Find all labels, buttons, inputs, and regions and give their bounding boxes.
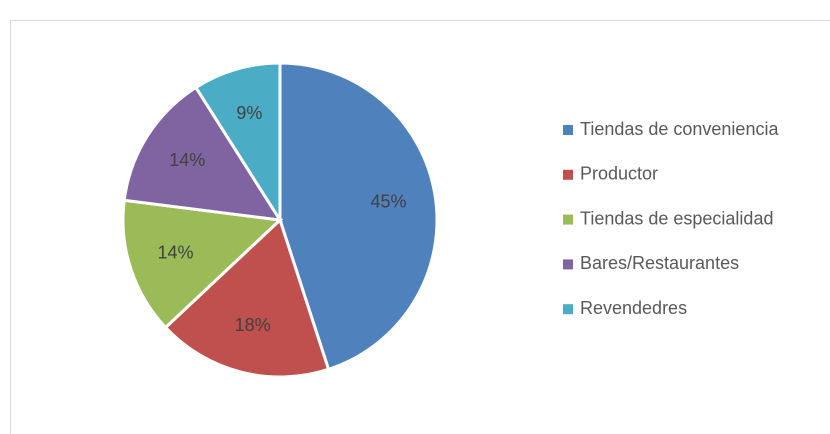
legend-swatch: [563, 125, 573, 135]
pie-slice: [122, 85, 283, 222]
legend-label: Tiendas de conveniencia: [580, 119, 779, 139]
pie-slice: [193, 61, 282, 226]
legend-swatch: [563, 304, 573, 315]
legend-swatch: [563, 214, 573, 225]
data-label: 14%: [157, 243, 193, 263]
legend-label: Tiendas de especialidad: [580, 208, 773, 228]
data-label: 9%: [236, 103, 262, 123]
legend-swatch: [563, 259, 573, 270]
data-label: 14%: [169, 150, 205, 170]
legend-label: Productor: [580, 164, 658, 184]
pie-slice: [278, 61, 439, 372]
pie-slice: [163, 217, 331, 379]
legend-label: Revendedres: [580, 298, 687, 318]
data-label: 45%: [371, 192, 407, 212]
legend-label: Bares/Restaurantes: [580, 253, 739, 273]
legend-swatch: [563, 169, 573, 180]
pie-slice: [121, 198, 284, 330]
data-label: 18%: [235, 315, 271, 335]
